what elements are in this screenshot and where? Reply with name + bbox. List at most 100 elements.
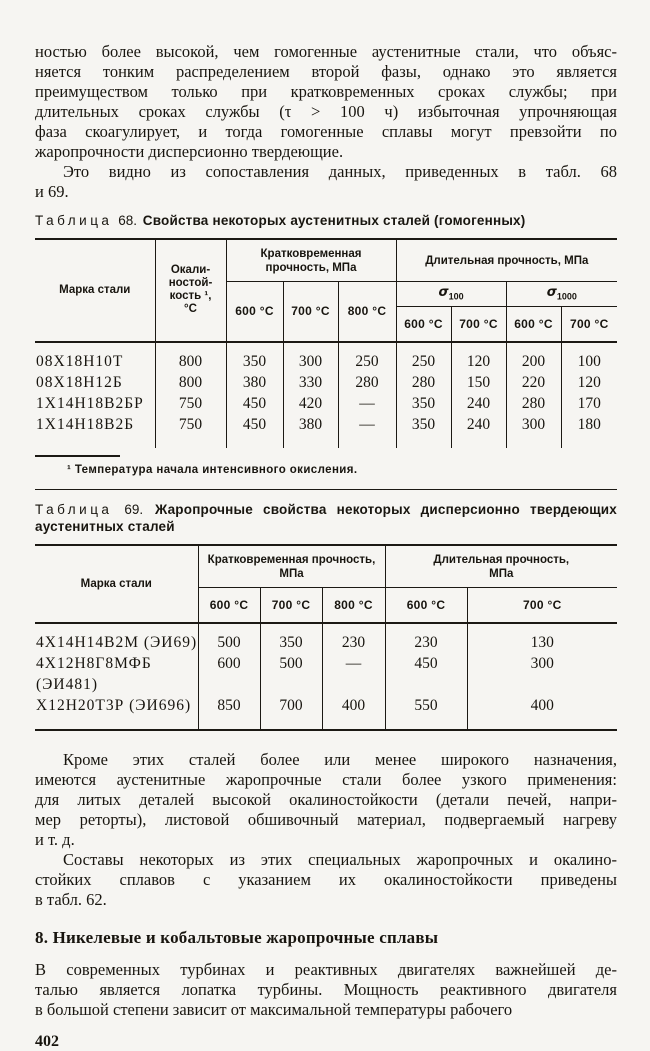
value-cell: 250 [395, 341, 452, 372]
value-cell: 170 [560, 392, 618, 414]
text-line: в табл. 62. [35, 889, 107, 909]
col-header-steel-grade: Марка стали [59, 284, 131, 297]
text-line: мер реторты), листовой обшивочный матери… [35, 809, 617, 829]
table-row: 08Х18Н10Т 800 350 300 250 250 120 200 100 [35, 341, 618, 372]
table68-title: Таблица 68. Свойства некоторых аустенитн… [35, 212, 617, 229]
col-group-long-term-strength: Длительная прочность, МПа [384, 544, 617, 588]
value-cell: 350 [395, 413, 452, 448]
text-line: жаропрочности дисперсионно твердеющие. [35, 142, 344, 161]
table-row: 4Х12Н8Г8МФБ (ЭИ481) 600 500—450 300 [35, 652, 617, 695]
col-group-short-term-strength: Кратковременная прочность, МПа [197, 544, 385, 588]
table68-footnote-block: ¹ Температура начала интенсивного окисле… [35, 454, 617, 477]
steel-grade-cell: 08Х18Н10Т [36, 352, 124, 370]
value-cell: — [321, 652, 385, 695]
table-row: 08Х18Н12Б 800 380 330 280 280 150 220 120 [35, 371, 618, 393]
table69-body: 4Х14Н14В2М (ЭИ69) 500 350 230 230 130 4Х12Н8Г8… [35, 622, 617, 730]
value-cell: 180 [560, 413, 618, 448]
table68-header: Марка стали Окали-ностой-кость ¹, °С Крат… [35, 239, 618, 342]
text-line: в большой степени зависит от максимально… [35, 999, 513, 1019]
text-line: °С [184, 303, 197, 316]
text-line: для литых деталей высокой окалиностойкос… [35, 789, 617, 809]
steel-grade-cell: Х12Н20Т3Р (ЭИ696) [36, 696, 192, 714]
value-cell: 220 [505, 371, 562, 393]
value-cell: — [337, 392, 397, 414]
table-68: Марка стали Окали-ностой-кость ¹, °С Крат… [35, 238, 618, 448]
text-line: кость ¹, [169, 290, 212, 303]
col-header-600c: 600 °С [225, 281, 283, 342]
paragraph-4: Составы некоторых из этих специальных жа… [35, 850, 617, 910]
paragraph-5: В современных турбинах и реактивных двиг… [35, 960, 617, 1020]
value-cell: — [337, 413, 397, 448]
value-cell: 380 [225, 371, 283, 393]
paragraph-1: ностью более высокой, чем гомогенные аус… [35, 42, 617, 162]
value-cell: 350 [225, 341, 283, 372]
value-cell: 280 [395, 371, 452, 393]
col-header-700c: 700 °С [259, 587, 322, 623]
sigma-symbol: σ [546, 285, 557, 300]
value-cell: 200 [505, 341, 562, 372]
paragraph-2: Это видно из сопоставления данных, приве… [35, 162, 617, 202]
value-cell: 450 [225, 392, 283, 414]
text-line: преимуществом только при кратковременных… [35, 82, 617, 101]
value-cell: 130 [466, 622, 617, 653]
value-cell: 250 [337, 341, 397, 372]
value-cell: 550 [384, 694, 467, 730]
value-cell: 350 [395, 392, 452, 414]
table68-body: 08Х18Н10Т 800 350 300 250 250 120 200 100 08Х18Н1… [35, 341, 618, 448]
table69-header: Марка стали Кратковременная прочность, МП… [35, 544, 617, 623]
table68-title-text: Свойства некоторых аустенитных сталей (г… [142, 213, 526, 228]
text-line: и 69. [35, 182, 69, 201]
value-cell: 400 [321, 694, 385, 730]
text-line: МПа [279, 567, 304, 580]
value-cell: 400 [466, 694, 617, 730]
paragraph-3: Кроме этих сталей более или менее широко… [35, 750, 617, 850]
value-cell: 850 [197, 694, 260, 730]
sigma-subscript: 1000 [556, 291, 577, 302]
steel-grade-cell: 4Х12Н8Г8МФБ (ЭИ481) [36, 654, 152, 693]
sigma-symbol: σ [438, 285, 449, 300]
table-label: Таблица [35, 501, 113, 517]
text-line: прочность, МПа [265, 262, 357, 274]
steel-grade-cell: 1Х14Н18В2БР [36, 394, 144, 412]
value-cell: 280 [505, 392, 562, 414]
col-header-800c: 800 °С [337, 281, 397, 342]
value-cell: 450 [384, 652, 467, 695]
value-cell: 420 [282, 392, 338, 414]
footnote-separator-rule [35, 454, 120, 457]
value-cell: 750 [154, 413, 226, 448]
value-cell: 350 [259, 622, 322, 653]
text-line: Окали- [170, 264, 211, 277]
value-cell: 700 [259, 694, 322, 730]
table-row: Х12Н20Т3Р (ЭИ696) 850 700 400 550 400 [35, 694, 617, 730]
section-heading: 8. Никелевые и кобальтовые жаропрочные с… [35, 927, 439, 947]
value-cell: 230 [384, 622, 467, 653]
table-row: 1Х14Н18В2Б 750 450 380—350 240 300 180 [35, 413, 618, 448]
col-group-long-term-strength: Длительная прочность, МПа [395, 239, 618, 282]
value-cell: 280 [337, 371, 397, 393]
value-cell: 380 [282, 413, 338, 448]
value-cell: 800 [154, 341, 226, 372]
value-cell: 100 [560, 341, 618, 372]
col-header-800c: 800 °С [321, 587, 385, 623]
value-cell: 330 [282, 371, 338, 393]
text-line: В современных турбинах и реактивных двиг… [35, 959, 617, 979]
book-page: ностью более высокой, чем гомогенные аус… [35, 42, 618, 1050]
text-line: няется тонким распределением второй фазы… [35, 62, 617, 81]
table-row: 4Х14Н14В2М (ЭИ69) 500 350 230 230 130 [35, 622, 617, 653]
text-line: фаза скоагулирует, и тогда гомогенные сп… [35, 122, 617, 141]
text-line: и т. д. [35, 829, 75, 849]
table-number: 68. [118, 213, 137, 228]
col-group-sigma-100: σ100 [395, 281, 507, 307]
table69-title-text: Жаропрочные свойства некоторых дисперсио… [35, 501, 617, 534]
col-header-600c: 600 °С [384, 587, 467, 623]
table68-footnote: ¹ Температура начала интенсивного окисле… [67, 463, 358, 476]
text-line: стойких сплавов с указанием их окалиност… [35, 869, 617, 889]
col-header-steel-grade: Марка стали [80, 577, 152, 590]
value-cell: 240 [450, 413, 507, 448]
steel-grade-cell: 4Х14Н14В2М (ЭИ69) [36, 633, 198, 651]
table-label: Таблица [35, 213, 113, 228]
table-69: Марка стали Кратковременная прочность, МП… [35, 543, 617, 731]
col-header-700c: 700 °С [450, 306, 507, 342]
steel-grade-cell: 08Х18Н12Б [36, 373, 123, 391]
text-line: ностью более высокой, чем гомогенные аус… [35, 42, 617, 61]
